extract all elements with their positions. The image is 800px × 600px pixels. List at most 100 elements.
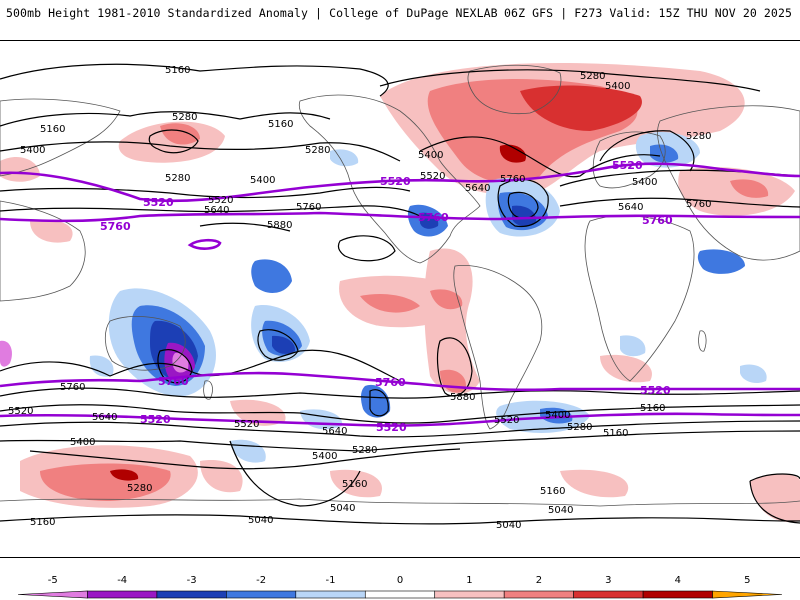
- contour-label-highlight: 5520: [143, 196, 174, 209]
- contour-label-highlight: 5520: [380, 175, 411, 188]
- height-contour: [0, 515, 800, 524]
- contour-label: 5400: [250, 175, 275, 186]
- map-title: 500mb Height 1981-2010 Standardized Anom…: [6, 6, 498, 20]
- weather-map: 5160 5280 5400 5160 5400 5280 5160 5280 …: [0, 40, 800, 558]
- anomaly-negative-region: [330, 149, 358, 166]
- contour-label: 5160: [40, 124, 65, 135]
- contour-5760-closed: [190, 240, 220, 248]
- colorbar-swatch: [574, 591, 643, 598]
- colorbar-swatch: [296, 591, 365, 598]
- contour-label: 5400: [632, 177, 657, 188]
- colorbar-swatch: [643, 591, 712, 598]
- contour-label-highlight: 5520: [612, 159, 643, 172]
- anomaly-positive-region: [30, 220, 73, 243]
- contour-label: 5280: [580, 71, 605, 82]
- contour-label: 5640: [465, 183, 490, 194]
- contour-label: 5400: [418, 150, 443, 161]
- colorbar-tick-label: 2: [536, 575, 542, 586]
- contour-label: 5160: [540, 486, 565, 497]
- model-run-info: 06Z GFS | F273 Valid: 15Z THU NOV 20 202…: [504, 6, 792, 20]
- colorbar-tick-label: 5: [744, 575, 750, 586]
- colorbar-swatch: [226, 591, 295, 598]
- contour-label: 5280: [686, 131, 711, 142]
- anomaly-colorbar: -5 -4 -3 -2 -1 0 1 2 3 4 5: [0, 570, 800, 600]
- anomaly-positive-region: [560, 470, 628, 498]
- colorbar-swatch: [18, 591, 87, 598]
- contour-label: 5280: [352, 445, 377, 456]
- contour-label-highlight: 5520: [640, 384, 671, 397]
- colorbar-tick-label: 4: [675, 575, 681, 586]
- height-contour: [0, 187, 410, 197]
- coastline-madagascar: [699, 331, 706, 351]
- contour-label: 5160: [30, 517, 55, 528]
- contour-label: 5040: [496, 520, 521, 531]
- colorbar-tick-label: -1: [326, 575, 336, 586]
- contour-label: 5280: [165, 173, 190, 184]
- contour-label: 5280: [127, 483, 152, 494]
- coastline-asia-east: [0, 201, 85, 301]
- anomaly-positive-region: [200, 460, 243, 492]
- contour-label: 5400: [70, 437, 95, 448]
- colorbar-tick-label: 0: [397, 575, 403, 586]
- contour-label-highlight: 5760: [375, 376, 406, 389]
- anomaly-positive-region: [750, 474, 800, 522]
- colorbar-tick-label: -5: [48, 575, 58, 586]
- contour-label: 5640: [92, 412, 117, 423]
- contour-label-highlight: 5760: [418, 211, 449, 224]
- colorbar-swatch: [504, 591, 573, 598]
- contour-label-highlight: 5760: [100, 220, 131, 233]
- contour-label-highlight: 5520: [376, 421, 407, 434]
- colorbar-swatch: [87, 591, 156, 598]
- contour-label: 5160: [165, 65, 190, 76]
- contour-label: 5280: [172, 112, 197, 123]
- contour-label-highlight: 5520: [140, 413, 171, 426]
- colorbar-tick-label: -4: [117, 575, 127, 586]
- anomaly-negative-region: [251, 259, 292, 293]
- anomaly-negative-region: [620, 335, 645, 356]
- contour-label-highlight: 5760: [642, 214, 673, 227]
- anomaly-negative-region: [698, 249, 745, 274]
- contour-label: 5520: [494, 415, 519, 426]
- contour-label: 5400: [545, 410, 570, 421]
- contour-label: 5640: [322, 426, 347, 437]
- contour-label: 5880: [450, 392, 475, 403]
- contour-label: 5160: [342, 479, 367, 490]
- contour-label: 5880: [267, 220, 292, 231]
- contour-label: 5280: [305, 145, 330, 156]
- contour-label: 5160: [603, 428, 628, 439]
- contour-label: 5760: [60, 382, 85, 393]
- contour-label: 5640: [618, 202, 643, 213]
- contour-label: 5040: [330, 503, 355, 514]
- anomaly-positive-region: [0, 157, 40, 182]
- anomaly-negative-region: [90, 355, 114, 376]
- contour-label: 5400: [20, 145, 45, 156]
- colorbar-tick-label: 3: [605, 575, 611, 586]
- colorbar-swatch: [157, 591, 226, 598]
- anomaly-negative-region: [230, 440, 266, 463]
- contour-label: 5760: [686, 199, 711, 210]
- height-contour: [0, 64, 388, 96]
- contour-label: 5160: [640, 403, 665, 414]
- contour-label: 5040: [248, 515, 273, 526]
- contour-label: 5160: [268, 119, 293, 130]
- contour-label: 5280: [567, 422, 592, 433]
- contour-label: 5400: [605, 81, 630, 92]
- contour-label: 5520: [234, 419, 259, 430]
- contour-label-highlight: 5760: [158, 375, 189, 388]
- colorbar-tick-label: -2: [256, 575, 266, 586]
- colorbar-tick-label: -3: [187, 575, 197, 586]
- anomaly-negative-region: [0, 341, 12, 367]
- contour-label: 5520: [420, 171, 445, 182]
- contour-label: 5040: [548, 505, 573, 516]
- height-contour: [338, 236, 395, 261]
- contour-label: 5760: [296, 202, 321, 213]
- anomaly-negative-region: [740, 364, 767, 383]
- contour-label: 5520: [8, 406, 33, 417]
- colorbar-swatch: [365, 591, 434, 598]
- colorbar-tick-label: 1: [466, 575, 472, 586]
- colorbar-swatch: [713, 591, 782, 598]
- contour-label: 5640: [204, 205, 229, 216]
- colorbar-swatch: [435, 591, 504, 598]
- contour-label: 5760: [500, 174, 525, 185]
- contour-label: 5400: [312, 451, 337, 462]
